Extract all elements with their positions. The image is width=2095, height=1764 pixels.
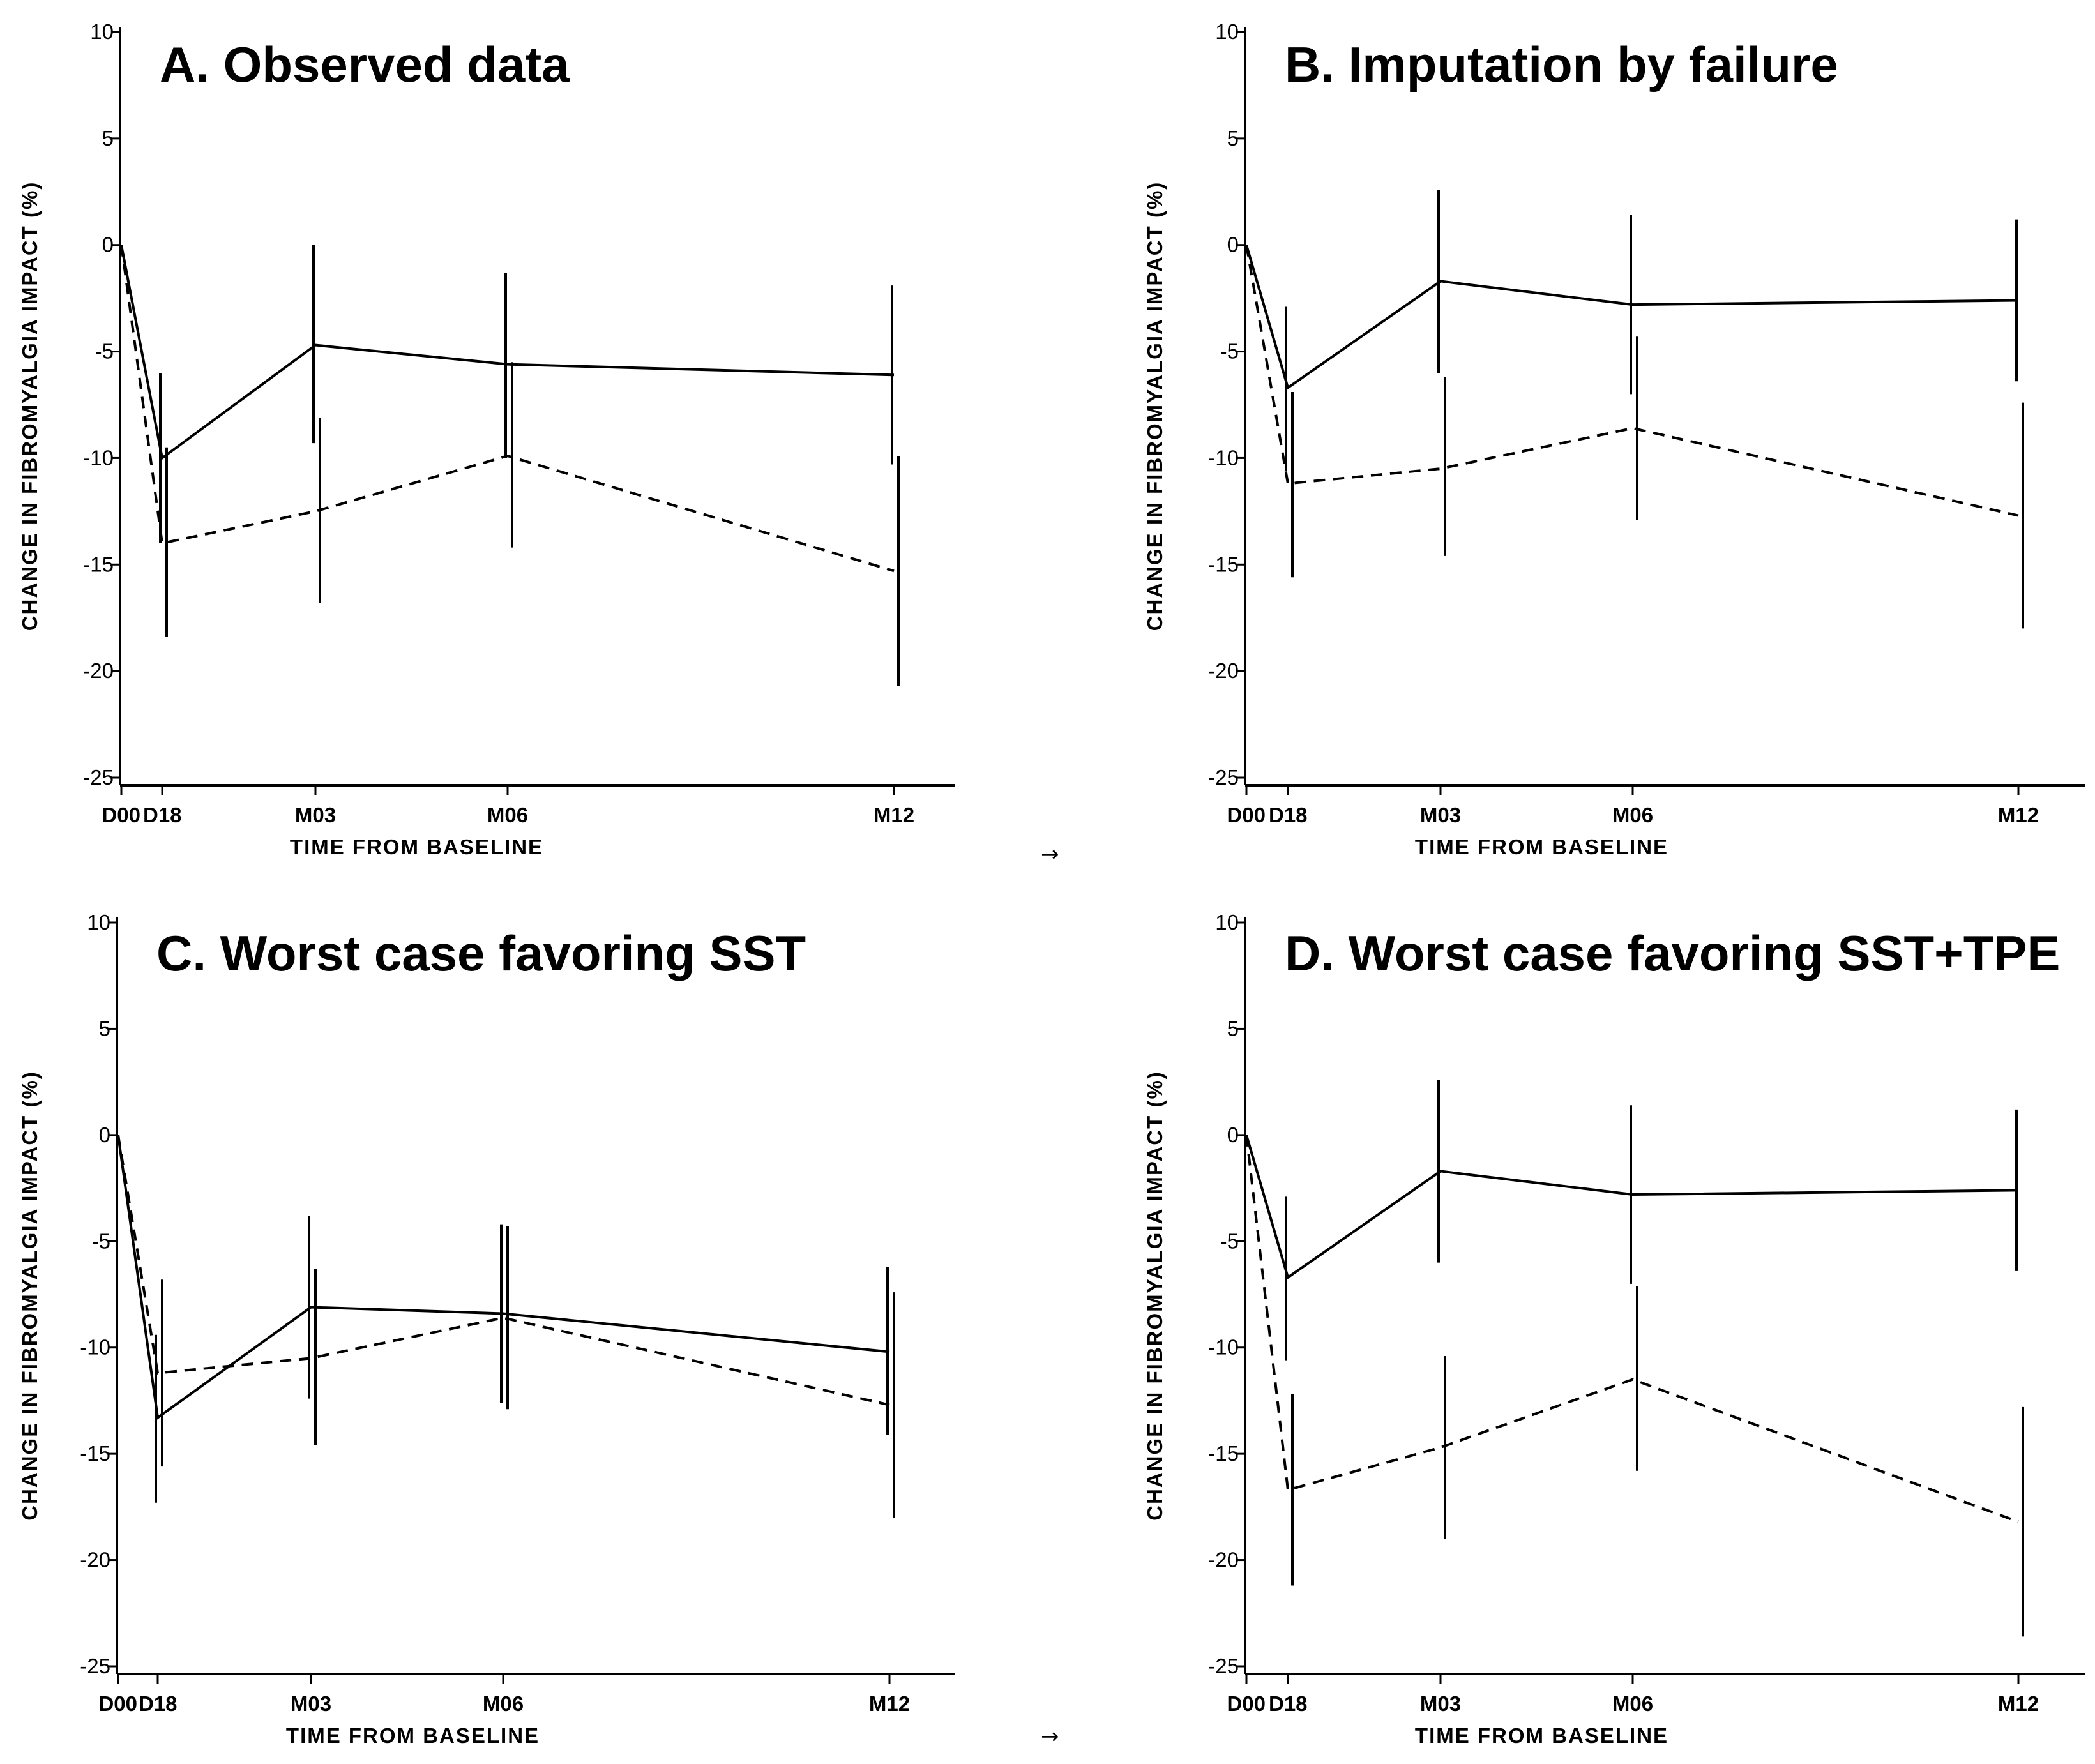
y-tick-label: -10: [1208, 446, 1239, 469]
y-tick-label: -25: [83, 765, 114, 789]
x-tick-label: D18: [1269, 1692, 1308, 1715]
y-axis-title: CHANGE IN FIBROMYALGIA IMPACT (%): [18, 1071, 42, 1521]
x-tick-label: M03: [291, 1692, 331, 1715]
y-tick-label: 10: [90, 20, 114, 43]
y-tick-label: -20: [1208, 659, 1239, 682]
y-tick-label: 10: [1215, 20, 1239, 43]
x-tick-label: M12: [1998, 803, 2039, 827]
x-axis-title: TIME FROM BASELINE: [1415, 1724, 1668, 1747]
y-tick-label: -25: [1208, 1654, 1239, 1678]
y-tick-label: 5: [99, 1016, 110, 1040]
y-axis-title: CHANGE IN FIBROMYALGIA IMPACT (%): [1143, 1071, 1167, 1521]
x-tick-label: M06: [487, 803, 528, 827]
y-tick-label: 0: [1227, 1123, 1239, 1147]
x-tick-label: M03: [1420, 1692, 1461, 1715]
y-tick-label: -25: [1208, 765, 1239, 789]
series-line-dashed: [1245, 1135, 2019, 1523]
y-tick-label: -15: [1208, 552, 1239, 576]
x-tick-label: M06: [483, 1692, 524, 1715]
y-tick-label: -10: [80, 1336, 110, 1359]
y-tick-label: -5: [1220, 340, 1239, 363]
x-tick-label: D00: [98, 1692, 137, 1715]
panel-title: D. Worst case favoring SST+TPE: [1285, 925, 2060, 981]
x-tick-label: M12: [874, 803, 914, 827]
series-line-dashed: [1245, 245, 2019, 517]
x-tick-label: D00: [1227, 1692, 1266, 1715]
y-tick-label: -10: [83, 446, 114, 469]
series-line-solid: [117, 1135, 890, 1421]
y-tick-label: -5: [1220, 1229, 1239, 1253]
x-tick-label: D18: [139, 1692, 178, 1715]
y-tick-label: -20: [80, 1548, 110, 1572]
y-tick-label: 5: [102, 126, 114, 150]
y-tick-label: 10: [87, 910, 110, 934]
panel-b: 10 5 0 -5 -10 -15 -20 -25 D00 D18 M03 M06 M12 TIME FR…: [1143, 20, 2085, 859]
x-axis-title: TIME FROM BASELINE: [290, 835, 543, 859]
panel-a: 10 5 0 -5 -10 -15 -20 -25 D00 D18 M03 M06 M12 TIME FR…: [18, 20, 955, 859]
y-tick-label: 10: [1215, 910, 1239, 934]
y-axis-title: CHANGE IN FIBROMYALGIA IMPACT (%): [18, 181, 42, 631]
figure-arrow-top: →: [1041, 841, 1059, 867]
x-tick-label: D18: [1269, 803, 1308, 827]
figure-arrow-bottom: →: [1041, 1724, 1059, 1749]
x-tick-label: M06: [1612, 1692, 1653, 1715]
panel-c: 10 5 0 -5 -10 -15 -20 -25 D00 D18 M03 M06 M12 TIME FR…: [18, 910, 955, 1747]
series-line-solid: [120, 245, 895, 460]
panel-d: 10 5 0 -5 -10 -15 -20 -25 D00 D18 M03 M06 M12 TIME FR…: [1143, 910, 2085, 1747]
panel-title: A. Observed data: [160, 36, 570, 93]
y-tick-label: -5: [95, 340, 114, 363]
x-tick-label: D18: [143, 803, 182, 827]
x-tick-label: M03: [295, 803, 336, 827]
y-tick-label: -15: [1208, 1442, 1239, 1465]
y-tick-label: -20: [83, 659, 114, 682]
y-tick-label: 5: [1227, 126, 1239, 150]
y-tick-label: 0: [99, 1123, 110, 1147]
series-line-solid: [1245, 245, 2019, 390]
x-axis-title: TIME FROM BASELINE: [286, 1724, 540, 1747]
y-tick-label: -25: [80, 1654, 110, 1678]
x-tick-label: M03: [1420, 803, 1461, 827]
y-tick-label: -15: [80, 1442, 110, 1465]
y-tick-label: 0: [102, 233, 114, 257]
panel-title: C. Worst case favoring SST: [156, 925, 806, 981]
y-tick-label: -5: [92, 1229, 110, 1253]
x-tick-label: M12: [1998, 1692, 2039, 1715]
y-tick-label: -10: [1208, 1336, 1239, 1359]
x-tick-label: M06: [1612, 803, 1653, 827]
y-axis-title: CHANGE IN FIBROMYALGIA IMPACT (%): [1143, 181, 1167, 631]
y-tick-label: 0: [1227, 233, 1239, 257]
x-tick-label: D00: [1227, 803, 1266, 827]
panel-title: B. Imputation by failure: [1285, 36, 1838, 93]
series-line-dashed: [117, 1135, 890, 1406]
y-tick-label: 5: [1227, 1016, 1239, 1040]
x-tick-label: D00: [102, 803, 140, 827]
y-tick-label: -15: [83, 552, 114, 576]
y-tick-label: -20: [1208, 1548, 1239, 1572]
x-axis-title: TIME FROM BASELINE: [1415, 835, 1668, 859]
series-line-dashed: [120, 245, 895, 573]
x-tick-label: M12: [869, 1692, 910, 1715]
series-line-solid: [1245, 1135, 2019, 1280]
